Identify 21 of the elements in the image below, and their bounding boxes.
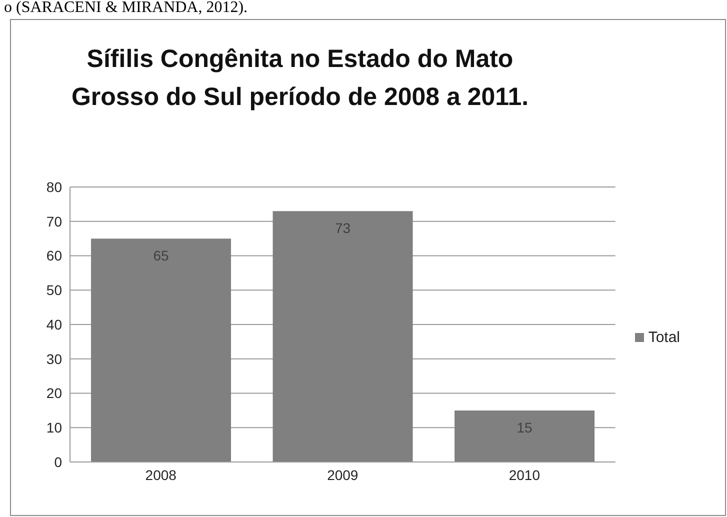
data-label: 65 — [153, 248, 169, 264]
y-tick-label: 50 — [46, 282, 62, 298]
bar — [454, 410, 595, 462]
bar — [91, 238, 231, 462]
y-tick-label: 0 — [54, 454, 62, 470]
x-tick-label: 2010 — [508, 466, 540, 483]
chart-title: Sífilis Congênita no Estado do Mato Grosso do Sul período de 2008 a 2011. — [70, 44, 530, 113]
y-tick-label: 40 — [46, 316, 62, 332]
y-tick-label: 60 — [46, 248, 62, 264]
data-label: 73 — [334, 220, 351, 236]
data-label: 15 — [516, 419, 533, 436]
y-tick-label: 20 — [46, 385, 62, 402]
bar — [272, 211, 413, 462]
x-tick-label: 2008 — [145, 466, 177, 483]
y-tick-label: 30 — [46, 350, 62, 367]
y-tick-label: 10 — [46, 420, 62, 436]
y-tick-label: 80 — [46, 178, 62, 195]
x-tick-label: 2009 — [327, 466, 358, 483]
text: o (SARACENI & MIRANDA, 2012). — [4, 0, 248, 17]
y-tick-label: 70 — [46, 213, 62, 230]
legend-label: Total — [648, 328, 680, 346]
